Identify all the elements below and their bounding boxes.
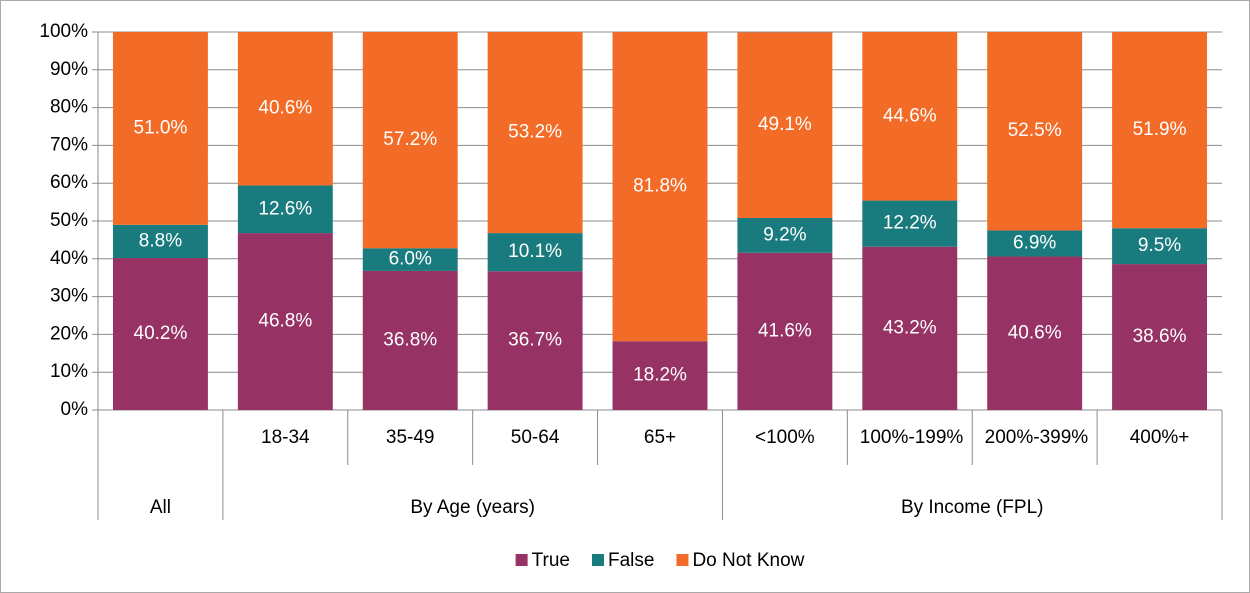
value-label: 12.2% — [883, 213, 937, 234]
value-label: 53.2% — [508, 122, 562, 143]
value-label: 51.0% — [134, 117, 188, 138]
value-label: 10.1% — [508, 241, 562, 262]
bar-segment — [987, 32, 1083, 231]
y-tick-label: 40% — [50, 248, 88, 269]
bar-segment — [1112, 228, 1208, 265]
value-label: 40.6% — [258, 98, 312, 119]
legend-label: False — [608, 550, 654, 571]
value-label: 38.6% — [1133, 326, 1187, 347]
value-label: 52.5% — [1008, 120, 1062, 141]
bar-segment — [612, 341, 708, 410]
group-label: By Income (FPL) — [901, 497, 1044, 518]
value-label: 40.6% — [1008, 322, 1062, 343]
bar-segment — [737, 252, 833, 410]
bar-segment — [612, 32, 708, 342]
legend-label: Do Not Know — [692, 550, 804, 571]
y-tick-label: 20% — [50, 323, 88, 344]
bar-segment — [362, 248, 458, 271]
value-label: 36.7% — [508, 330, 562, 351]
value-label: 51.9% — [1133, 119, 1187, 140]
y-tick-label: 100% — [39, 21, 88, 42]
value-label: 81.8% — [633, 176, 687, 197]
bar-segment — [737, 217, 833, 253]
y-tick-label: 90% — [50, 59, 88, 80]
x-tick-label: 50-64 — [510, 427, 560, 448]
value-label: 12.6% — [258, 198, 312, 219]
value-label: 43.2% — [883, 317, 937, 338]
bar-segment — [862, 246, 958, 410]
bar-segment — [362, 32, 458, 249]
bar-segment — [987, 256, 1083, 410]
bar-segment — [1112, 264, 1208, 410]
y-tick-label: 60% — [50, 172, 88, 193]
value-label: 44.6% — [883, 105, 937, 126]
x-tick-label: 400%+ — [1129, 427, 1190, 448]
y-tick-label: 0% — [61, 399, 89, 420]
legend-label: True — [532, 550, 570, 571]
value-label: 9.5% — [1138, 235, 1181, 256]
value-label: 6.9% — [1013, 233, 1056, 254]
value-label: 9.2% — [763, 224, 806, 245]
value-label: 40.2% — [134, 323, 188, 344]
bar-segment — [487, 271, 583, 410]
bar-segment — [237, 185, 333, 234]
group-label: By Age (years) — [410, 497, 535, 518]
bar-segment — [112, 258, 208, 410]
bar-segment — [112, 224, 208, 259]
group-label: All — [150, 497, 171, 518]
bar-segment — [112, 32, 208, 225]
y-tick-label: 50% — [50, 210, 88, 231]
bar-segment — [862, 200, 958, 247]
bar-segment — [987, 230, 1083, 257]
y-tick-label: 80% — [50, 97, 88, 118]
legend-swatch — [591, 554, 604, 566]
value-label: 57.2% — [383, 129, 437, 150]
y-tick-label: 70% — [50, 134, 88, 155]
bar-segment — [487, 32, 583, 234]
legend-swatch — [515, 554, 528, 566]
value-label: 8.8% — [139, 230, 182, 251]
x-tick-label: <100% — [755, 427, 815, 448]
y-tick-label: 30% — [50, 286, 88, 307]
x-tick-label: 100%-199% — [859, 427, 964, 448]
x-tick-label: 65+ — [643, 427, 677, 448]
value-label: 49.1% — [758, 114, 812, 135]
value-label: 6.0% — [389, 249, 432, 270]
value-label: 41.6% — [758, 320, 812, 341]
bar-segment — [487, 233, 583, 272]
bar-segment — [237, 233, 333, 410]
x-tick-label: 18-34 — [261, 427, 310, 448]
y-tick-label: 10% — [50, 361, 88, 382]
legend-swatch — [676, 554, 689, 566]
bar-segment — [237, 32, 333, 186]
value-label: 36.8% — [383, 329, 437, 350]
bar-segment — [362, 270, 458, 410]
bar-segment — [737, 32, 833, 218]
x-tick-label: 35-49 — [385, 427, 435, 448]
value-label: 46.8% — [258, 311, 312, 332]
x-tick-label: 200%-399% — [984, 427, 1089, 448]
bar-segment — [1112, 32, 1208, 229]
bar-segment — [862, 32, 958, 201]
value-label: 18.2% — [633, 365, 687, 386]
